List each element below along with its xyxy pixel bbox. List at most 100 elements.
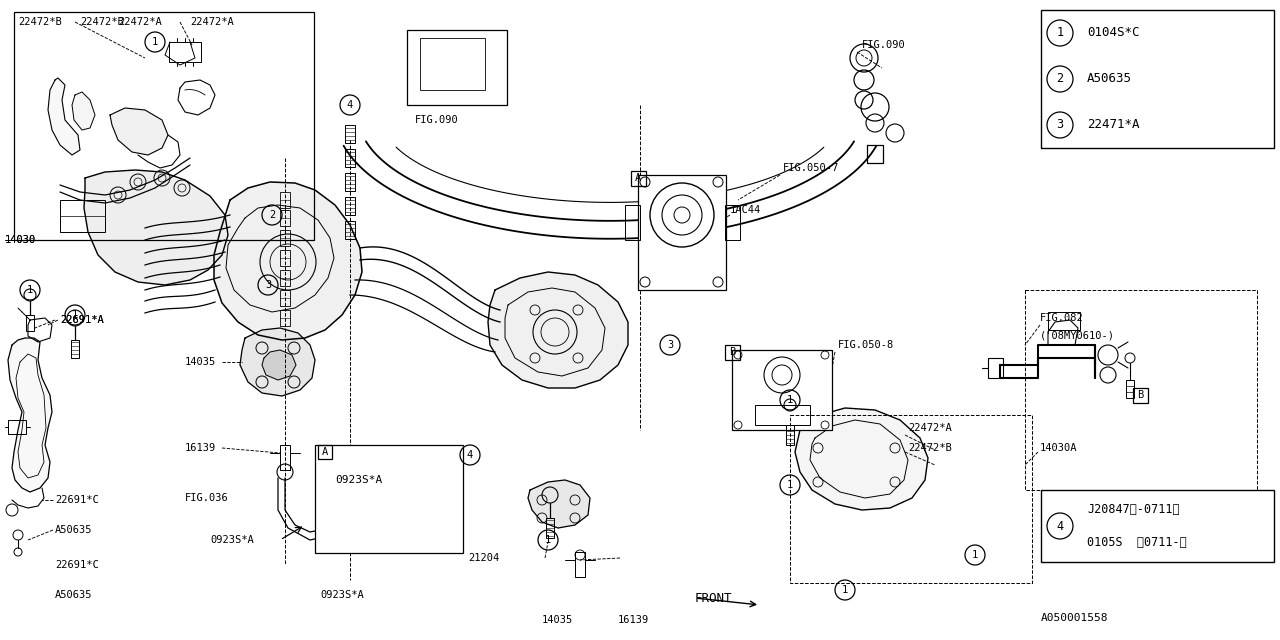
Bar — [26, 315, 35, 331]
Text: 22471*A: 22471*A — [1087, 118, 1139, 131]
Bar — [280, 270, 291, 286]
Text: 3: 3 — [1056, 118, 1064, 131]
Text: A50635: A50635 — [55, 525, 92, 535]
Bar — [724, 205, 740, 240]
Text: 1: 1 — [787, 395, 794, 405]
Text: 1: 1 — [545, 535, 552, 545]
Bar — [407, 30, 507, 105]
Bar — [1133, 387, 1147, 403]
Text: 14030: 14030 — [5, 235, 36, 245]
Text: FIG.050-8: FIG.050-8 — [838, 340, 895, 350]
Text: 2: 2 — [269, 210, 275, 220]
Polygon shape — [529, 480, 590, 528]
Bar — [317, 445, 332, 459]
Bar — [988, 358, 1004, 378]
Text: 1AC44: 1AC44 — [730, 205, 762, 215]
Text: 3: 3 — [667, 340, 673, 350]
Text: B: B — [1137, 390, 1143, 400]
Text: 22691*C: 22691*C — [55, 495, 99, 505]
Polygon shape — [214, 182, 362, 340]
Text: 1: 1 — [787, 480, 794, 490]
Text: 22691*A: 22691*A — [60, 315, 104, 325]
Polygon shape — [241, 328, 315, 396]
Text: 14030: 14030 — [5, 235, 36, 245]
Text: 22472*B: 22472*B — [908, 443, 952, 453]
Text: 0104S*C: 0104S*C — [1087, 26, 1139, 40]
Bar — [732, 350, 832, 430]
Text: 4: 4 — [347, 100, 353, 110]
Polygon shape — [262, 350, 296, 380]
Text: 22472*A: 22472*A — [189, 17, 234, 27]
Text: 1: 1 — [1056, 26, 1064, 40]
Bar — [60, 200, 105, 232]
Bar — [1048, 312, 1080, 330]
Bar — [346, 197, 355, 215]
Polygon shape — [488, 272, 628, 388]
Bar — [169, 42, 201, 62]
Polygon shape — [72, 92, 95, 130]
Text: 22691*C: 22691*C — [55, 560, 99, 570]
Bar — [1025, 290, 1257, 490]
Text: ('08MY0610-): ('08MY0610-) — [1039, 330, 1115, 340]
Bar — [786, 425, 794, 445]
Text: 0923S*A: 0923S*A — [320, 590, 364, 600]
Text: 14035: 14035 — [186, 357, 216, 367]
Bar — [70, 340, 79, 358]
Text: 16139: 16139 — [618, 615, 649, 625]
Text: 3: 3 — [265, 280, 271, 290]
Bar — [315, 445, 463, 553]
Text: A: A — [635, 173, 641, 183]
Bar — [420, 38, 485, 90]
Text: 22472*B: 22472*B — [79, 17, 124, 27]
Bar — [631, 170, 645, 186]
Bar — [280, 230, 291, 246]
Bar — [547, 518, 554, 538]
Bar — [790, 415, 1032, 583]
Text: 14035: 14035 — [541, 615, 573, 625]
Polygon shape — [84, 170, 228, 285]
Bar — [625, 205, 640, 240]
Bar — [346, 221, 355, 239]
Text: 4: 4 — [467, 450, 474, 460]
Bar — [346, 173, 355, 191]
Text: 22472*B: 22472*B — [18, 17, 61, 27]
Bar — [14, 12, 314, 240]
Bar — [724, 344, 740, 360]
Text: 16139: 16139 — [186, 443, 216, 453]
Text: FIG.050-7: FIG.050-7 — [783, 163, 840, 173]
Polygon shape — [49, 78, 79, 155]
Bar — [280, 192, 291, 208]
Text: 1: 1 — [27, 285, 33, 295]
Text: J20847＜-0711＞: J20847＜-0711＞ — [1087, 503, 1180, 516]
Text: FIG.090: FIG.090 — [415, 115, 458, 125]
Polygon shape — [110, 108, 168, 155]
Text: 1: 1 — [72, 310, 78, 320]
Bar — [280, 310, 291, 326]
Bar — [637, 175, 726, 290]
Text: FIG.090: FIG.090 — [861, 40, 906, 50]
Text: 2: 2 — [1056, 72, 1064, 86]
Bar — [1041, 490, 1274, 562]
Text: 1: 1 — [152, 37, 159, 47]
Bar — [280, 445, 291, 470]
Text: 1: 1 — [972, 550, 978, 560]
Text: 21204: 21204 — [468, 553, 499, 563]
Text: 1: 1 — [842, 585, 849, 595]
Text: B: B — [728, 347, 735, 357]
Text: 0105S  ＜0711-＞: 0105S ＜0711-＞ — [1087, 536, 1187, 549]
Bar — [1126, 380, 1134, 398]
Polygon shape — [8, 338, 52, 492]
Bar — [280, 210, 291, 226]
Text: 14030A: 14030A — [1039, 443, 1078, 453]
Polygon shape — [795, 408, 928, 510]
Text: 0923S*A: 0923S*A — [335, 475, 383, 485]
Text: FIG.082: FIG.082 — [1039, 313, 1084, 323]
Bar — [280, 250, 291, 266]
Bar — [346, 149, 355, 167]
Bar — [346, 125, 355, 143]
Text: FRONT: FRONT — [695, 591, 732, 605]
Text: FIG.036: FIG.036 — [186, 493, 229, 503]
Bar — [755, 405, 810, 425]
Text: A050001558: A050001558 — [1041, 613, 1108, 623]
Text: A50635: A50635 — [55, 590, 92, 600]
